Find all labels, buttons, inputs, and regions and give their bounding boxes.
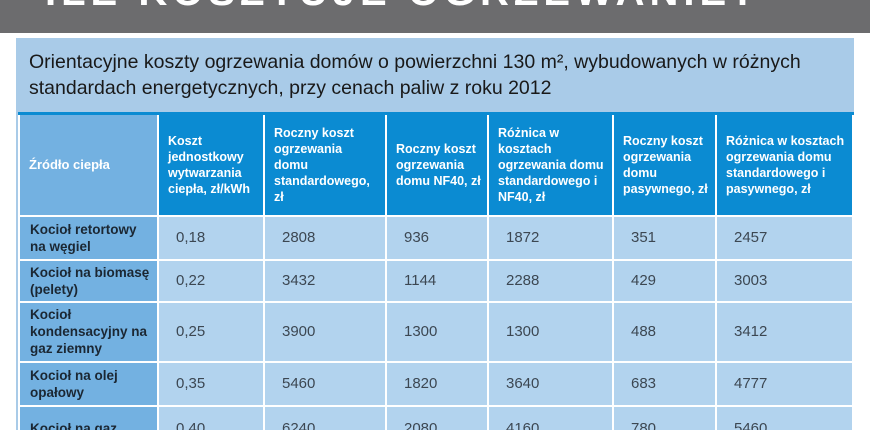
table-cell: 351	[612, 214, 717, 261]
column-header-2: Roczny koszt ogrzewania domu standardowe…	[263, 112, 387, 217]
table-cell: 936	[385, 214, 489, 261]
content-panel: Orientacyjne koszty ogrzewania domów o p…	[16, 38, 854, 430]
table-cell: 2080	[385, 404, 489, 430]
row-label: Kocioł na gaz	[18, 404, 159, 430]
table-cell: 780	[612, 404, 717, 430]
table-cell: 2457	[715, 214, 854, 261]
table-row: Kocioł na olej opałowy 0,35 5460 1820 3640 68…	[18, 360, 854, 407]
heating-costs-table: Źródło ciepła Koszt jednostkowy wytwarzan…	[18, 112, 854, 430]
table-row: Kocioł na biomasę (pelety) 0,22 3432 1144 22…	[18, 258, 854, 303]
row-label: Kocioł kondensacyjny na gaz ziemny	[18, 300, 159, 363]
table-cell: 1300	[385, 300, 489, 363]
table-cell: 0,22	[157, 258, 265, 303]
table-cell: 3432	[263, 258, 387, 303]
column-header-0: Źródło ciepła	[18, 112, 159, 217]
costs-table-wrap: Źródło ciepła Koszt jednostkowy wytwarzan…	[16, 110, 854, 430]
intro-text: Orientacyjne koszty ogrzewania domów o p…	[29, 51, 801, 99]
row-label: Kocioł na olej opałowy	[18, 360, 159, 407]
table-cell: 0,40	[157, 404, 265, 430]
column-header-5: Roczny koszt ogrzewania domu pasywnego, …	[612, 112, 717, 217]
page-title: ILE KOSZTUJE OGRZEWANIE?	[45, 0, 761, 12]
table-cell: 429	[612, 258, 717, 303]
table-cell: 3003	[715, 258, 854, 303]
table-row: Kocioł retortowy na węgiel 0,18 2808 936 187…	[18, 214, 854, 261]
table-cell: 1300	[487, 300, 614, 363]
table-cell: 6240	[263, 404, 387, 430]
table-header-row: Źródło ciepła Koszt jednostkowy wytwarzan…	[18, 112, 854, 217]
page-header-bar: ILE KOSZTUJE OGRZEWANIE?	[0, 0, 870, 33]
table-cell: 683	[612, 360, 717, 407]
table-cell: 5460	[715, 404, 854, 430]
table-cell: 4777	[715, 360, 854, 407]
table-cell: 0,35	[157, 360, 265, 407]
table-cell: 0,25	[157, 300, 265, 363]
table-cell: 488	[612, 300, 717, 363]
row-label: Kocioł retortowy na węgiel	[18, 214, 159, 261]
column-header-4: Różnica w kosztach ogrzewania domu stand…	[487, 112, 614, 217]
table-cell: 2288	[487, 258, 614, 303]
table-cell: 3412	[715, 300, 854, 363]
table-cell: 4160	[487, 404, 614, 430]
column-header-6: Różnica w kosztach ogrzewania domu stand…	[715, 112, 854, 217]
table-cell: 1820	[385, 360, 489, 407]
table-cell: 5460	[263, 360, 387, 407]
table-cell: 3640	[487, 360, 614, 407]
column-header-3: Roczny koszt ogrzewania domu NF40, zł	[385, 112, 489, 217]
table-cell: 1872	[487, 214, 614, 261]
table-cell: 0,18	[157, 214, 265, 261]
table-row: Kocioł kondensacyjny na gaz ziemny 0,25 39…	[18, 300, 854, 363]
table-cell: 2808	[263, 214, 387, 261]
row-label: Kocioł na biomasę (pelety)	[18, 258, 159, 303]
table-cell: 1144	[385, 258, 489, 303]
column-header-1: Koszt jednostkowy wytwarzania ciepła, zł…	[157, 112, 265, 217]
table-row: Kocioł na gaz 0,40 6240 2080 4160 780 5460	[18, 404, 854, 430]
table-cell: 3900	[263, 300, 387, 363]
